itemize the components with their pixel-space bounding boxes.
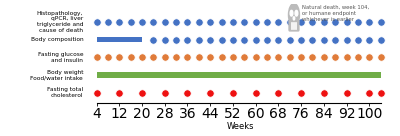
Point [93, 92, 100, 94]
Point [321, 38, 327, 41]
Point [241, 56, 248, 58]
Point [184, 56, 191, 58]
Point [275, 38, 282, 41]
Point [116, 92, 122, 94]
Point [230, 38, 236, 41]
Point [355, 21, 361, 23]
Bar [96, 37, 142, 42]
Point [286, 38, 293, 41]
Point [105, 21, 111, 23]
Point [173, 21, 179, 23]
Point [207, 92, 213, 94]
Point [184, 21, 191, 23]
Point [241, 21, 248, 23]
Point [378, 92, 384, 94]
Point [298, 56, 304, 58]
Point [252, 92, 259, 94]
Point [332, 56, 338, 58]
Point [162, 38, 168, 41]
Text: Natural death, week 104,
or humane endpoint
whichever is earlier: Natural death, week 104, or humane endpo… [302, 5, 370, 22]
Point [150, 56, 156, 58]
Point [241, 38, 248, 41]
Point [343, 56, 350, 58]
Point [230, 21, 236, 23]
Point [298, 21, 304, 23]
Point [128, 56, 134, 58]
Point [366, 56, 372, 58]
Point [116, 21, 122, 23]
Point [150, 38, 156, 41]
Point [252, 21, 259, 23]
Point [275, 21, 282, 23]
Point [173, 38, 179, 41]
X-axis label: Weeks: Weeks [226, 122, 254, 131]
Point [218, 21, 225, 23]
Point [150, 21, 156, 23]
Point [196, 56, 202, 58]
Point [366, 21, 372, 23]
Point [184, 38, 191, 41]
Point [116, 56, 122, 58]
Point [309, 21, 316, 23]
Point [93, 56, 100, 58]
Point [230, 92, 236, 94]
Point [378, 56, 384, 58]
Point [173, 56, 179, 58]
Point [264, 56, 270, 58]
Point [252, 56, 259, 58]
Point [207, 21, 213, 23]
Point [321, 56, 327, 58]
Point [218, 38, 225, 41]
Point [309, 38, 316, 41]
Point [196, 21, 202, 23]
Point [366, 38, 372, 41]
Point [321, 21, 327, 23]
Point [264, 21, 270, 23]
Bar [96, 72, 381, 78]
Point [309, 56, 316, 58]
Point [378, 38, 384, 41]
Point [207, 56, 213, 58]
Point [139, 21, 145, 23]
Point [162, 56, 168, 58]
Point [321, 92, 327, 94]
Point [332, 38, 338, 41]
Point [286, 56, 293, 58]
Point [128, 21, 134, 23]
Point [298, 92, 304, 94]
Point [230, 56, 236, 58]
Point [139, 56, 145, 58]
Point [139, 92, 145, 94]
Point [343, 92, 350, 94]
Point [252, 38, 259, 41]
Point [275, 92, 282, 94]
Point [264, 38, 270, 41]
Point [184, 92, 191, 94]
Point [332, 21, 338, 23]
Point [162, 92, 168, 94]
Point [207, 38, 213, 41]
Point [286, 21, 293, 23]
Point [355, 38, 361, 41]
Point [93, 21, 100, 23]
Point [162, 21, 168, 23]
Point [105, 56, 111, 58]
Point [378, 21, 384, 23]
Point [298, 38, 304, 41]
Point [343, 38, 350, 41]
Point [196, 38, 202, 41]
Point [355, 56, 361, 58]
Point [218, 56, 225, 58]
Point [275, 56, 282, 58]
Point [366, 92, 372, 94]
Point [343, 21, 350, 23]
